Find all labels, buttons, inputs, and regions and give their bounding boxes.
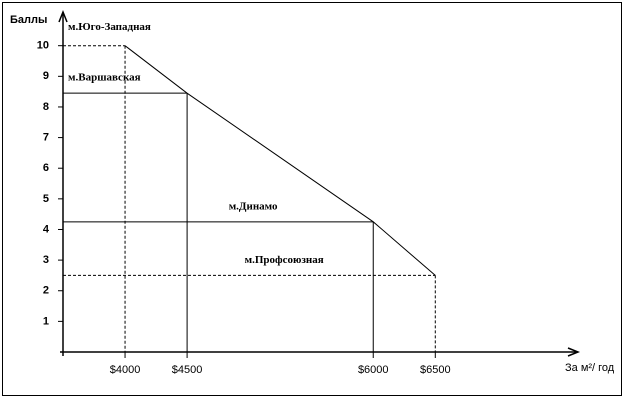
x-tick-label: $4500 (172, 364, 203, 376)
x-tick-label: $4000 (110, 364, 141, 376)
point-label: м.Юго-Западная (68, 21, 151, 33)
point-label: м.Динамо (229, 200, 278, 212)
y-tick-label: 3 (43, 254, 49, 266)
frame (2, 2, 622, 396)
y-tick-label: 9 (43, 70, 49, 82)
y-tick-label: 6 (43, 162, 49, 174)
y-tick-label: 1 (43, 315, 49, 327)
line (124, 45, 436, 276)
point-label: м.Варшавская (68, 72, 141, 84)
y-tick-label: 5 (43, 193, 49, 205)
x-axis-arrow (567, 347, 581, 357)
x-axis-label: За м²/ год (565, 362, 615, 374)
y-tick-label: 7 (43, 131, 49, 143)
y-tick-label: 2 (43, 285, 49, 297)
point-label: м.Профсоюзная (245, 254, 324, 266)
y-axis-arrow (58, 9, 68, 23)
x-tick-label: $6500 (420, 364, 451, 376)
x-tick-label: $6000 (358, 364, 389, 376)
y-tick-label: 8 (43, 101, 49, 113)
y-axis-label: Баллы (10, 14, 47, 26)
y-tick-label: 10 (37, 40, 49, 52)
y-tick-label: 4 (43, 223, 50, 235)
